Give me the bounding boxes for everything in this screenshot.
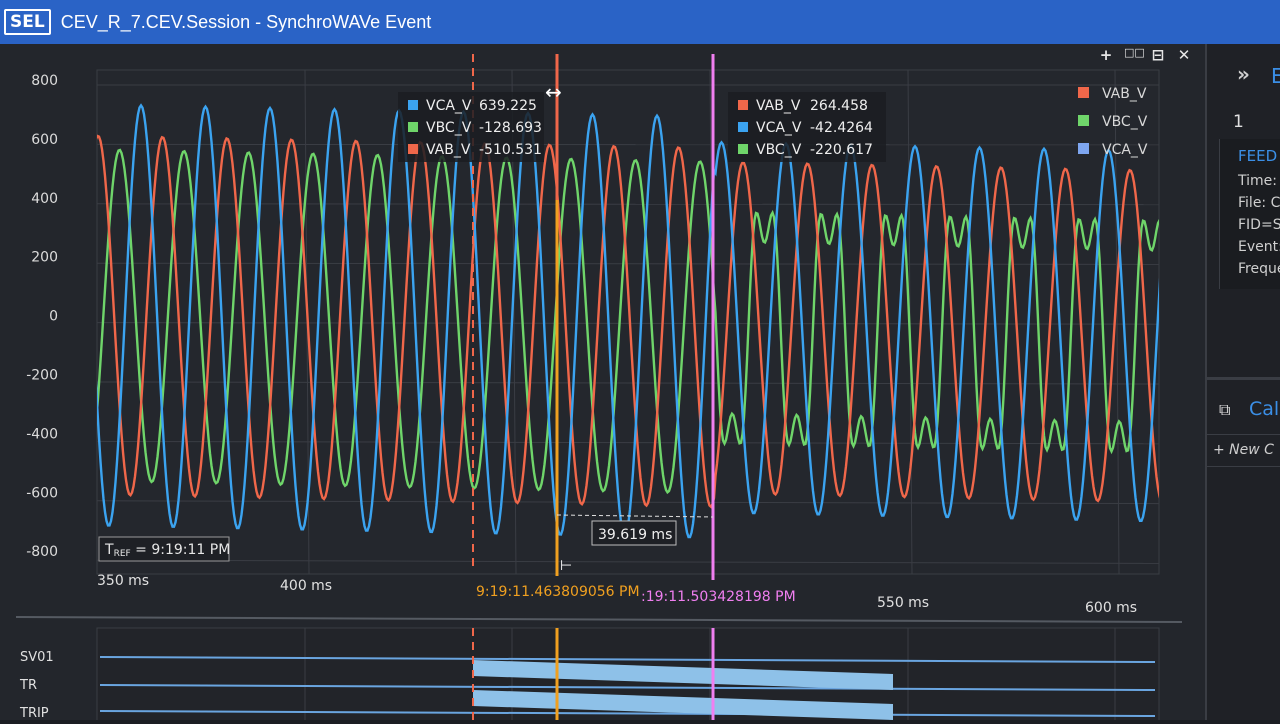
event-card-file: File: C xyxy=(1238,195,1280,211)
cursor-2-swatch-1 xyxy=(738,100,748,110)
cursor-1-reading-1-name: VCA_V xyxy=(426,98,472,114)
split-rows-icon[interactable]: ⊟ xyxy=(1150,46,1166,64)
legend-swatch-vab xyxy=(1078,87,1089,98)
split-columns-icon[interactable]: □□ xyxy=(1124,46,1140,64)
cursor-2-swatch-2 xyxy=(738,122,748,132)
digital-label-tr: TR xyxy=(19,678,37,693)
x-tick-600: 600 ms xyxy=(1085,600,1137,616)
cursor-2-reading-2-value: -42.4264 xyxy=(810,120,873,136)
legend-label-vbc[interactable]: VBC_V xyxy=(1102,114,1148,130)
event-card[interactable]: FEED Time: File: C FID=S Event: Freque xyxy=(1219,139,1280,289)
sel-logo: SEL xyxy=(4,9,51,35)
legend-swatch-vca xyxy=(1078,143,1089,154)
cursor-2-time: :19:11.503428198 PM xyxy=(641,589,796,605)
cursor-1-time: 9:19:11.463809056 PM xyxy=(476,584,640,600)
x-tick-400: 400 ms xyxy=(280,578,332,594)
event-card-time: Time: xyxy=(1238,173,1277,189)
cursor-1-reading-1-value: 639.225 xyxy=(479,98,537,114)
x-tick-350: 350 ms xyxy=(97,573,149,589)
event-number: 1 xyxy=(1233,112,1244,132)
panel-divider xyxy=(1207,377,1280,380)
right-panel: » E 1 FEED Time: File: C FID=S Event: Fr… xyxy=(1205,44,1280,720)
y-tick-label: 800 xyxy=(31,73,58,89)
cursor-1-reading-3-value: -510.531 xyxy=(479,142,542,158)
cursor-2-reading-2-name: VCA_V xyxy=(756,120,802,136)
cursor-1-reading-2-value: -128.693 xyxy=(479,120,542,136)
add-icon[interactable]: + xyxy=(1098,46,1114,64)
y-tick-label: -400 xyxy=(26,426,58,442)
calc-divider-2 xyxy=(1207,466,1280,467)
digital-label-sv01: SV01 xyxy=(20,650,54,665)
event-card-frequency: Freque xyxy=(1238,261,1280,277)
panel-tab-label[interactable]: E xyxy=(1271,64,1280,88)
legend-label-vca[interactable]: VCA_V xyxy=(1102,142,1148,158)
new-calculation-button[interactable]: + New C xyxy=(1213,442,1274,458)
event-card-event: Event: xyxy=(1238,239,1280,255)
cursor-1-reading-2-name: VBC_V xyxy=(426,120,472,136)
legend-swatch-vbc xyxy=(1078,115,1089,126)
drag-arrow-icon[interactable]: ↔ xyxy=(545,80,562,104)
cursor-1-swatch-3 xyxy=(408,144,418,154)
delta-label: 39.619 ms xyxy=(598,527,672,543)
cursor-2-reading-1-name: VAB_V xyxy=(756,98,801,114)
external-link-icon[interactable]: ⧉ xyxy=(1219,400,1230,420)
y-tick-label: 0 xyxy=(49,309,58,325)
expand-panel-icon[interactable]: » xyxy=(1237,62,1250,86)
cursor-1-swatch-2 xyxy=(408,122,418,132)
title-bar: SEL CEV_R_7.CEV.Session - SynchroWAVe Ev… xyxy=(0,0,1280,44)
y-tick-label: -800 xyxy=(26,544,58,560)
cursor-1-reading-3-name: VAB_V xyxy=(426,142,471,158)
digital-label-trip: TRIP xyxy=(19,706,49,720)
cursor-2-reading-3-value: -220.617 xyxy=(810,142,873,158)
cursor-2-reading-1-value: 264.458 xyxy=(810,98,868,114)
event-card-title: FEED xyxy=(1238,147,1277,165)
y-tick-label: -600 xyxy=(26,485,58,501)
y-tick-label: -200 xyxy=(26,368,58,384)
calculations-header[interactable]: Calc xyxy=(1249,398,1280,420)
y-tick-label: 600 xyxy=(31,132,58,148)
waveform-chart[interactable]: 800 600 400 200 0 -200 -400 -600 -800 ↔ 39.619 m… xyxy=(0,44,1205,720)
cursor-2-swatch-3 xyxy=(738,144,748,154)
cursor-1-swatch-1 xyxy=(408,100,418,110)
chart-toolbar: + □□ ⊟ ✕ xyxy=(1098,46,1192,64)
legend-label-vab[interactable]: VAB_V xyxy=(1102,86,1147,102)
plot-frame xyxy=(97,70,1159,574)
close-icon[interactable]: ✕ xyxy=(1176,46,1192,64)
event-card-fid: FID=S xyxy=(1238,217,1280,233)
y-tick-label: 400 xyxy=(31,191,58,207)
calc-divider xyxy=(1207,434,1280,435)
y-axis-labels: 800 600 400 200 0 -200 -400 -600 -800 xyxy=(26,73,58,560)
plot-area: 800 600 400 200 0 -200 -400 -600 -800 ↔ 39.619 m… xyxy=(0,44,1205,720)
x-tick-550: 550 ms xyxy=(877,595,929,611)
y-tick-label: 200 xyxy=(31,250,58,266)
cursor-2-reading-3-name: VBC_V xyxy=(756,142,802,158)
delta-marker-icon: ⊢ xyxy=(560,558,572,574)
pane-separator[interactable] xyxy=(16,617,1182,622)
window-title: CEV_R_7.CEV.Session - SynchroWAVe Event xyxy=(61,12,432,33)
